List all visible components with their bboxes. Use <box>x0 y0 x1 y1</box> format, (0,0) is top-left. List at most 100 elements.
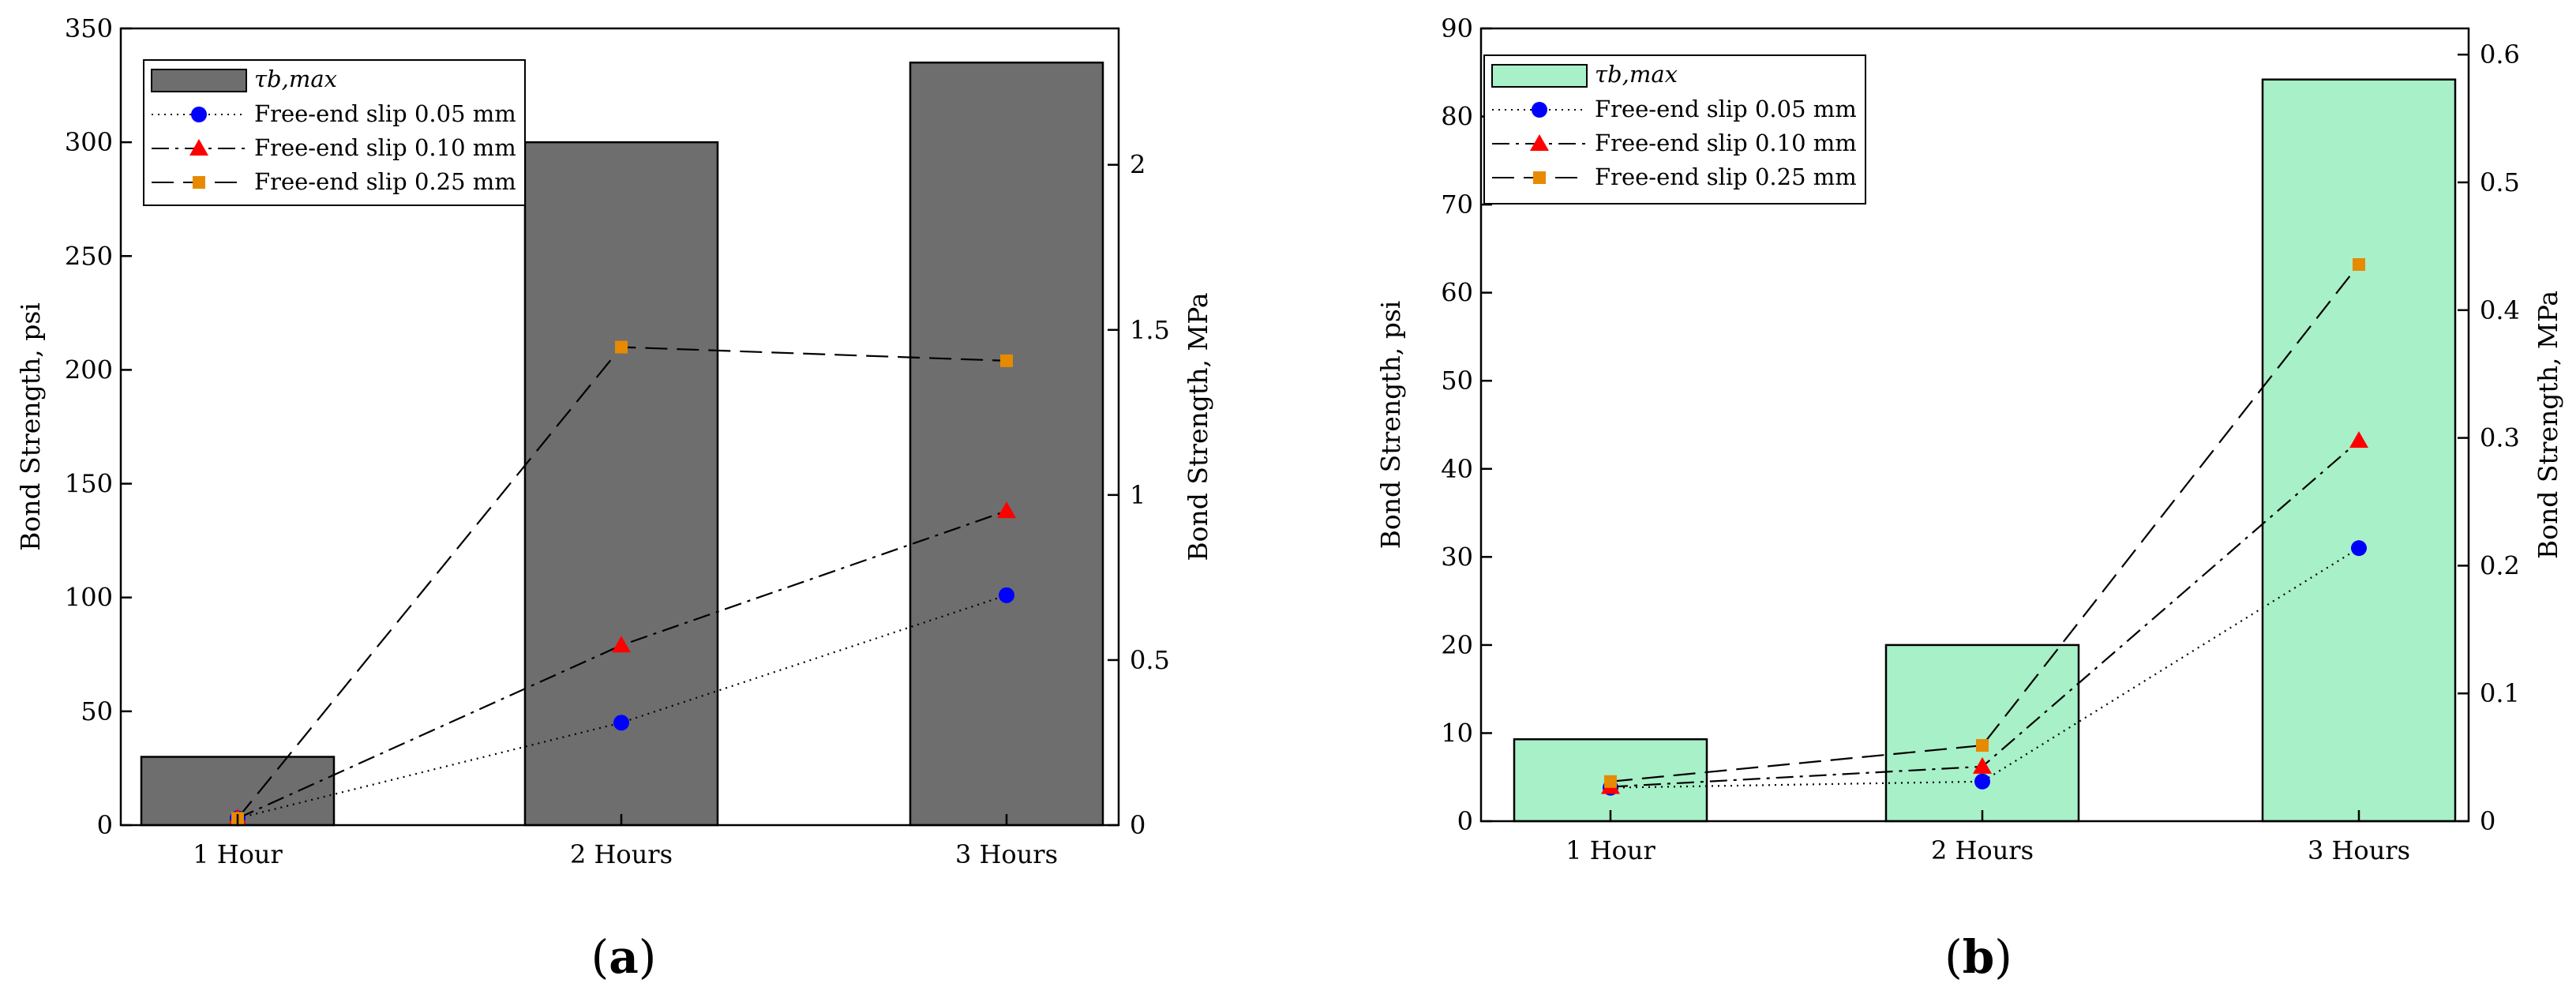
panel-a: 0 50 100 150 200 250 300 350 0 0.5 1 1.5 2 1 Hour 2 Ho… <box>15 13 1213 984</box>
y-right-axis-title: Bond Strength, MPa <box>2533 291 2563 559</box>
legend-label: Free-end slip 0.10 mm <box>254 134 516 161</box>
x-tick-label: 1 Hour <box>1565 835 1655 865</box>
x-axis: 1 Hour 2 Hours 3 Hours <box>193 814 1058 869</box>
legend-marker <box>1530 134 1549 151</box>
y-tick-label: 30 <box>1441 542 1473 572</box>
bar-1 <box>523 141 719 827</box>
y-right-tick-label: 0.4 <box>2480 295 2520 325</box>
point-1 <box>1973 756 1992 774</box>
point-1 <box>612 636 631 653</box>
panel-label-close: ) <box>1994 930 2012 984</box>
panel-label-letter: a <box>609 930 639 984</box>
x-tick-label: 2 Hours <box>570 839 673 869</box>
y-right-tick-label: 0.5 <box>2480 167 2520 197</box>
left-y-axis: 0 10 20 30 40 50 60 70 80 90 <box>1441 13 1492 836</box>
y-tick-label: 100 <box>65 583 113 613</box>
legend: τb,max Free-end slip 0.05 mm Free-end slip… <box>1483 54 1866 205</box>
bar-2 <box>2261 78 2457 823</box>
y-right-tick-label: 0.2 <box>2480 550 2520 580</box>
point-2 <box>2353 257 2365 271</box>
line-series-3 <box>231 340 1013 825</box>
point-2 <box>2349 431 2368 448</box>
legend-marker <box>189 139 208 156</box>
legend-label: Free-end slip 0.25 mm <box>1595 163 1857 190</box>
y-right-tick-label: 0 <box>2480 806 2495 836</box>
plot-frame <box>119 27 1120 827</box>
series-line <box>237 510 1007 820</box>
legend: τb,max Free-end slip 0.05 mm Free-end slip… <box>143 59 526 206</box>
point-1 <box>1976 739 1989 752</box>
x-tick-label: 1 Hour <box>193 839 283 869</box>
bar-series <box>140 61 1104 827</box>
legend-label: Free-end slip 0.25 mm <box>254 168 516 195</box>
x-tick-label: 3 Hours <box>2308 835 2410 865</box>
y-tick-label: 0 <box>1457 806 1473 836</box>
point-0 <box>1604 775 1617 788</box>
x-tick-label: 3 Hours <box>955 839 1058 869</box>
right-y-axis: 0 0.5 1 1.5 2 <box>1108 150 1170 840</box>
y-tick-label: 40 <box>1441 454 1473 484</box>
y-tick-label: 350 <box>65 13 113 43</box>
point-1 <box>613 715 629 731</box>
point-2 <box>1000 354 1013 367</box>
legend-label: τb,max <box>1595 61 1678 88</box>
legend-label: τb,max <box>254 66 337 92</box>
legend-marker <box>193 176 205 189</box>
legend-label: Free-end slip 0.05 mm <box>254 100 516 127</box>
panel-label: (b) <box>1944 930 2012 984</box>
legend-swatch <box>1491 64 1588 88</box>
y-tick-label: 300 <box>65 127 113 157</box>
legend-marker <box>1533 171 1546 184</box>
y-right-tick-label: 0.3 <box>2480 423 2520 453</box>
plot-frame <box>1479 27 2470 823</box>
bar-2 <box>909 61 1104 827</box>
point-2 <box>2351 540 2367 557</box>
panel-b: 0 10 20 30 40 50 60 70 80 90 0 0.1 0.2 0.3 0.4 0.5 0.6 1 … <box>1375 13 2563 984</box>
y-right-tick-label: 0.5 <box>1130 645 1170 675</box>
panel-label-open: ( <box>591 930 609 984</box>
legend-item-0: τb,max <box>1491 61 1678 88</box>
panel-label-open: ( <box>1944 930 1963 984</box>
right-y-axis: 0 0.1 0.2 0.3 0.4 0.5 0.6 <box>2458 39 2520 836</box>
y-axis-title: Bond Strength, psi <box>15 302 46 551</box>
y-tick-label: 90 <box>1441 13 1473 43</box>
legend-label: Free-end slip 0.05 mm <box>1595 96 1857 122</box>
point-1 <box>615 340 628 354</box>
bar-series <box>1513 78 2457 823</box>
legend-item-3: Free-end slip 0.25 mm <box>1492 163 1857 190</box>
y-tick-label: 150 <box>65 469 113 499</box>
legend-marker <box>1532 102 1547 118</box>
legend-item-0: τb,max <box>151 66 337 92</box>
y-right-tick-label: 1.5 <box>1130 315 1170 345</box>
legend-marker <box>191 107 207 122</box>
line-series-3 <box>1604 257 2365 788</box>
panel-label: (a) <box>591 930 657 984</box>
y-tick-label: 0 <box>97 810 113 840</box>
legend-label: Free-end slip 0.10 mm <box>1595 129 1857 156</box>
y-tick-label: 80 <box>1441 102 1473 132</box>
y-tick-label: 10 <box>1441 718 1473 748</box>
legend-item-3: Free-end slip 0.25 mm <box>152 168 516 195</box>
y-right-tick-label: 0.1 <box>2480 678 2520 708</box>
y-tick-label: 50 <box>81 696 113 726</box>
y-tick-label: 50 <box>1441 366 1473 396</box>
panel-label-close: ) <box>639 930 657 984</box>
point-2 <box>999 587 1014 603</box>
y-axis-title: Bond Strength, psi <box>1375 301 1406 550</box>
y-right-tick-label: 0.6 <box>2480 39 2520 69</box>
y-right-tick-label: 2 <box>1130 150 1146 180</box>
y-tick-label: 70 <box>1441 190 1473 220</box>
legend-item-2: Free-end slip 0.10 mm <box>152 134 516 161</box>
panel-label-letter: b <box>1963 930 1995 984</box>
y-tick-label: 20 <box>1441 630 1473 660</box>
legend-item-2: Free-end slip 0.10 mm <box>1492 129 1857 156</box>
y-tick-label: 60 <box>1441 278 1473 308</box>
left-y-axis: 0 50 100 150 200 250 300 350 <box>65 13 132 840</box>
y-right-tick-label: 1 <box>1130 480 1146 510</box>
y-right-tick-label: 0 <box>1130 810 1146 840</box>
point-1 <box>1974 773 1990 790</box>
bar-1 <box>1884 644 2080 823</box>
y-tick-label: 250 <box>65 241 113 271</box>
x-tick-label: 2 Hours <box>1931 835 2034 865</box>
